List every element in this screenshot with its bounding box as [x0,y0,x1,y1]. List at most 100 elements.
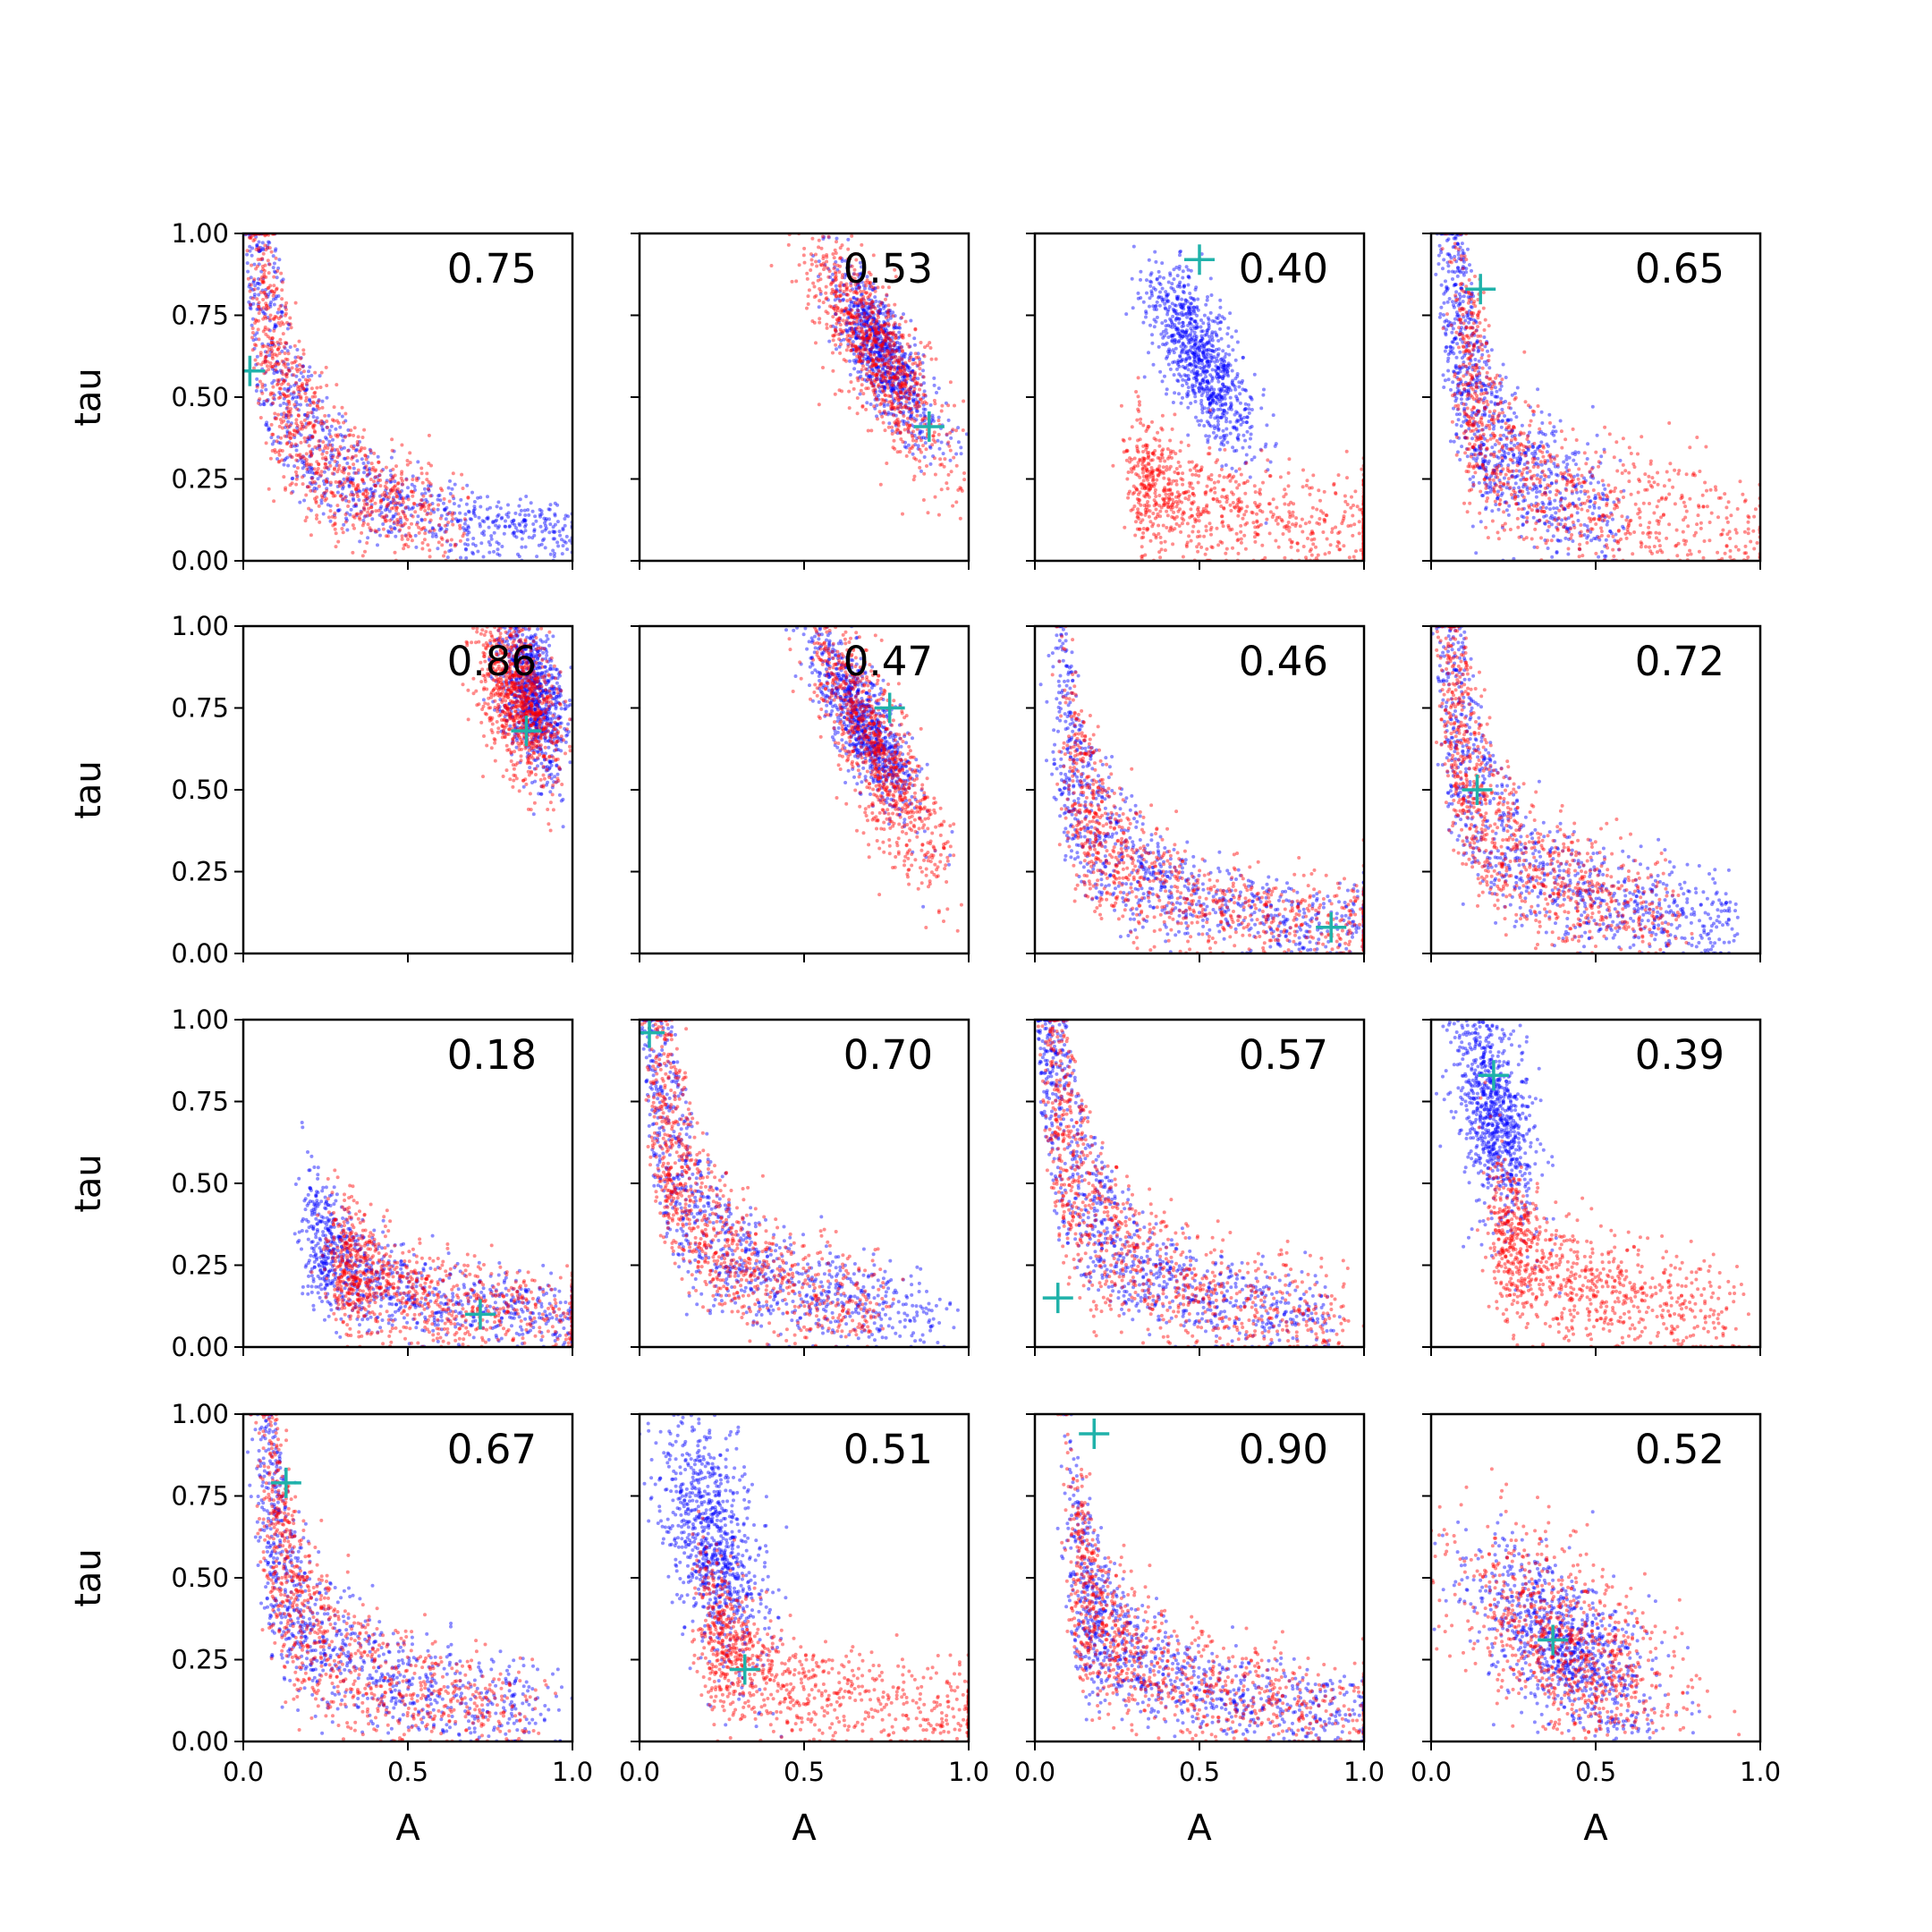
point-blue [1205,379,1209,384]
point-red [373,529,377,533]
point-red [886,382,890,386]
point-red [432,528,436,532]
point-blue [280,377,284,382]
point-red [881,342,886,346]
point-blue [1186,283,1191,287]
point-red [880,357,885,361]
point-red [252,366,256,370]
point-red [328,443,333,447]
point-blue [368,447,372,452]
point-blue [1201,391,1206,394]
point-red [356,468,360,472]
point-blue [1230,369,1234,373]
point-blue [366,461,370,465]
point-red [273,417,277,421]
point-red [253,343,257,347]
point-blue [283,346,287,351]
point-blue [1206,295,1209,299]
point-blue [1187,338,1191,343]
point-red [1148,472,1151,477]
point-blue [470,550,475,555]
point-blue [858,260,862,265]
point-red [814,259,818,264]
point-blue [438,526,443,530]
point-blue [467,530,471,535]
point-blue [860,280,864,284]
point-red [304,399,308,403]
point-red [894,430,898,434]
point-red [272,291,276,295]
point-red [277,459,282,463]
point-blue [882,404,886,409]
point-red [276,450,281,454]
point-blue [299,356,303,360]
point-blue [917,401,920,405]
point-red [369,513,373,517]
point-blue [817,275,820,278]
point-red [422,538,427,542]
point-blue [873,286,877,291]
point-red [263,263,267,267]
point-blue [449,548,453,553]
point-red [332,419,336,423]
point-red [273,362,277,367]
point-red [837,318,842,323]
point-blue [445,528,449,531]
point-red [867,351,871,355]
point-red [358,449,361,453]
point-red [305,485,309,489]
point-blue [838,298,843,302]
point-red [821,301,826,305]
point-blue [872,343,877,347]
point-red [1213,490,1217,495]
point-blue [911,369,915,373]
point-blue [459,555,462,560]
point-blue [1248,475,1252,479]
point-red [406,538,410,541]
point-blue [861,297,866,301]
point-red [1231,492,1235,496]
point-blue [1244,420,1249,425]
point-red [331,494,335,498]
point-blue [357,498,361,502]
point-blue [278,403,283,408]
point-red [909,385,913,389]
point-red [887,376,892,380]
point-blue [277,390,282,394]
point-red [959,487,963,491]
point-blue [1188,292,1192,295]
point-blue [309,373,314,377]
point-red [913,379,918,384]
point-blue [1229,388,1233,393]
point-blue [464,547,468,552]
point-blue [881,326,886,331]
point-blue [494,523,498,528]
point-red [845,334,850,338]
point-red [812,295,817,300]
point-blue [878,379,883,384]
point-blue [1241,433,1246,437]
point-blue [370,494,374,497]
point-blue [256,383,260,387]
point-blue [564,540,568,545]
point-red [262,290,267,294]
point-red [294,453,299,457]
point-blue [883,339,887,343]
point-red [880,343,885,347]
point-red [296,387,301,392]
point-blue [875,335,879,340]
point-blue [857,285,861,290]
point-blue [882,342,886,346]
point-blue [894,385,899,389]
point-blue [1217,375,1222,379]
point-blue [372,483,377,487]
point-blue [301,364,305,369]
point-red [838,284,843,289]
point-blue [856,314,860,318]
point-blue [885,334,889,338]
point-red [371,492,376,496]
point-blue [895,431,900,436]
point-blue [1194,336,1199,341]
point-red [833,289,837,293]
point-blue [506,514,511,519]
